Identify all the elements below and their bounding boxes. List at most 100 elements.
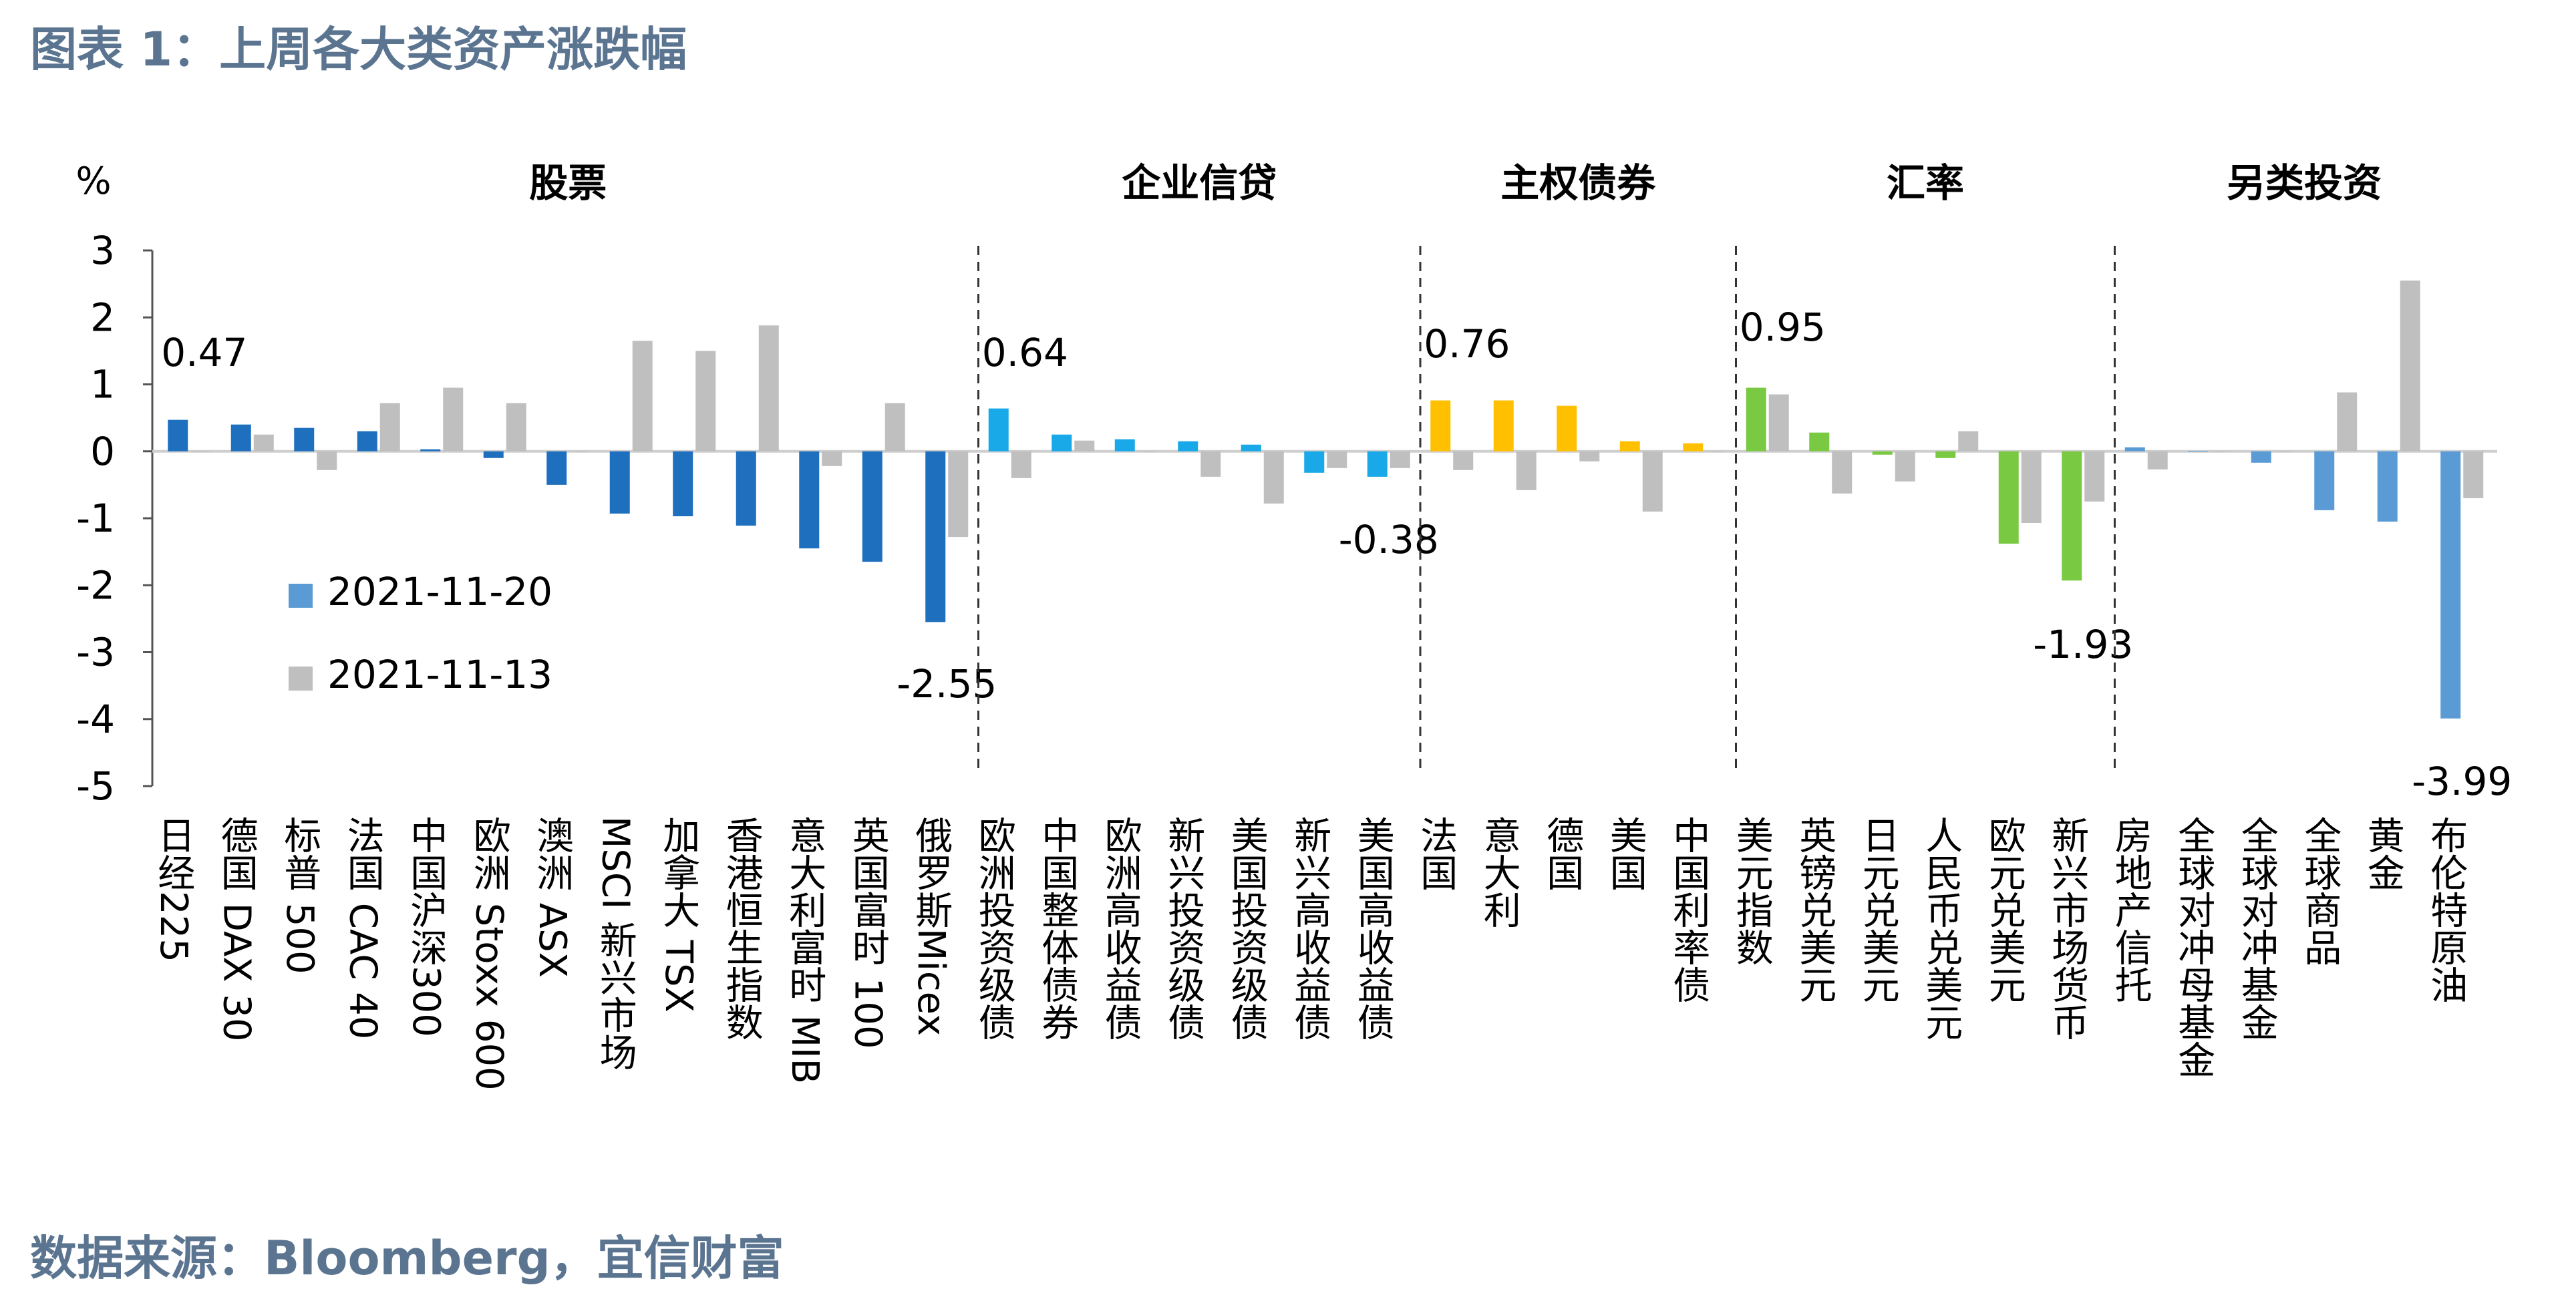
bar-current	[1430, 400, 1451, 451]
bar-previous	[2400, 281, 2420, 451]
category-label: 新兴高收益债	[1288, 816, 1331, 1041]
y-tick-label: 0	[90, 429, 115, 474]
bar-current	[2124, 447, 2145, 451]
y-tick-label: -2	[76, 562, 115, 608]
bar-current	[2062, 451, 2082, 581]
category-label: 欧元兑美元	[1982, 816, 2026, 1003]
category-label: 中国沪深300	[404, 816, 448, 1037]
bar-current	[1178, 441, 1198, 451]
chart-title: 图表 1：上周各大类资产涨跌幅	[30, 22, 687, 77]
category-label: 房地产信托	[2108, 816, 2152, 1003]
y-tick-label: 2	[90, 295, 115, 340]
bar-previous	[1390, 451, 1410, 468]
bar-previous	[1832, 451, 1853, 494]
data-label: -3.99	[2412, 759, 2512, 804]
bar-current	[2440, 451, 2461, 719]
category-label: 德国	[1541, 816, 1584, 891]
bar-previous	[822, 451, 842, 466]
bar-current	[294, 427, 315, 451]
bar-current	[988, 408, 1009, 451]
bar-previous	[632, 341, 653, 451]
category-label: 意大利富时 MIB	[783, 816, 826, 1084]
group-label: 主权债券	[1500, 160, 1656, 206]
data-label: 0.47	[161, 330, 247, 375]
category-label: 全球商品	[2298, 816, 2342, 966]
bar-previous	[1200, 451, 1221, 477]
bar-current	[1998, 451, 2019, 544]
bar-current	[1241, 444, 1261, 451]
bar-previous	[1706, 451, 1726, 452]
category-label: 标普 500	[278, 816, 321, 974]
bar-previous	[2021, 451, 2042, 524]
bar-previous	[884, 403, 905, 451]
bar-current	[925, 451, 946, 622]
legend-label-current: 2021-11-20	[327, 569, 552, 614]
category-label: 人民币兑美元	[1919, 816, 1963, 1041]
bar-current	[609, 451, 630, 514]
category-label: 中国整体债券	[1035, 816, 1079, 1041]
bar-current	[1683, 443, 1704, 451]
data-label: -0.38	[1339, 517, 1439, 562]
category-label: 黄金	[2361, 816, 2404, 891]
bar-previous	[1263, 451, 1284, 504]
bar-previous	[379, 403, 400, 451]
category-label: 美国	[1603, 816, 1647, 891]
y-tick-label: -4	[76, 697, 115, 742]
bar-previous	[1895, 451, 1915, 482]
bar-current	[736, 451, 756, 526]
bar-previous	[1579, 451, 1600, 461]
bar-current	[1746, 387, 1766, 451]
category-label: 中国利率债	[1667, 816, 1710, 1003]
bar-current	[230, 424, 251, 451]
data-label: 0.64	[982, 330, 1068, 375]
category-label: 香港恒生指数	[719, 816, 763, 1041]
bar-current	[1304, 451, 1325, 473]
bar-previous	[190, 451, 211, 452]
bar-current	[799, 451, 820, 549]
category-label: 美元指数	[1730, 816, 1773, 966]
plot-area: % 3 2 1 0 -1 -2 -3 -4 -5 0.47 日经225 德国 DAX 30 标普 500 法…	[75, 160, 2512, 1091]
bar-current	[1872, 451, 1893, 455]
data-label: 0.76	[1424, 321, 1510, 367]
data-label: -2.55	[897, 661, 997, 707]
category-label: 欧洲高收益债	[1098, 816, 1142, 1041]
category-label: 加拿大 TSX	[657, 816, 700, 1012]
y-tick-label: 1	[90, 362, 115, 407]
y-tick-label: -3	[76, 630, 115, 675]
bar-current	[420, 449, 441, 451]
bar-previous	[1327, 451, 1347, 468]
category-label: 欧洲投资级债	[972, 816, 1015, 1041]
y-axis-unit: %	[75, 160, 111, 203]
bar-previous	[2147, 451, 2168, 470]
bar-current	[483, 451, 504, 458]
group-label: 股票	[529, 160, 607, 206]
bar-previous	[317, 451, 337, 470]
legend-swatch-current	[289, 584, 313, 608]
bar-current	[546, 451, 567, 485]
bar-previous	[948, 451, 969, 538]
bar-current	[862, 451, 882, 562]
bar-current	[1052, 434, 1072, 451]
category-label: 新兴市场货币	[2046, 816, 2089, 1041]
y-tick-label: -5	[76, 763, 115, 809]
bar-current	[357, 431, 377, 451]
bar-previous	[2463, 451, 2484, 498]
y-tick-label: -1	[76, 496, 115, 541]
bar-current	[1367, 451, 1388, 477]
category-label: 美国投资级债	[1225, 816, 1268, 1041]
category-label: 新兴投资级债	[1162, 816, 1205, 1041]
category-label: 法国	[1414, 816, 1458, 891]
bar-previous	[1137, 451, 1158, 452]
legend-label-previous: 2021-11-13	[327, 652, 552, 697]
bar-previous	[2211, 451, 2231, 452]
category-label: 英国富时 100	[846, 816, 889, 1049]
bar-current	[2377, 451, 2398, 522]
category-label: 全球对冲基金	[2235, 816, 2278, 1041]
category-label: 美国高收益债	[1351, 816, 1394, 1041]
bar-current	[2188, 451, 2209, 452]
bar-previous	[1074, 440, 1095, 451]
group-label: 汇率	[1887, 160, 1964, 206]
bar-current	[2251, 451, 2271, 463]
group-label: 另类投资	[2227, 160, 2382, 206]
bar-current	[1557, 405, 1577, 451]
